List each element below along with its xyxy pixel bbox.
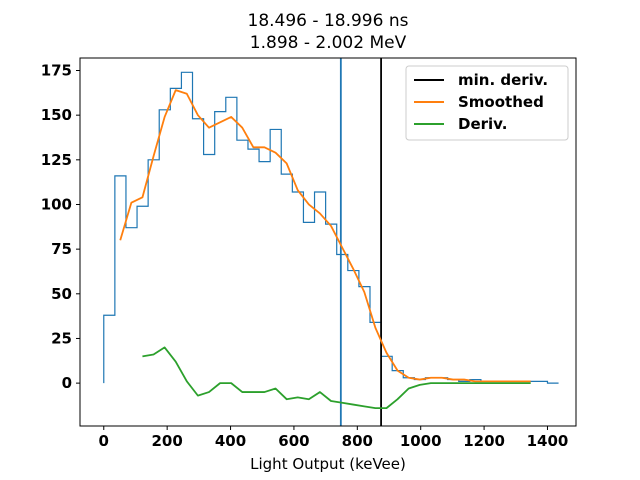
x-tick-label: 600 — [278, 432, 309, 450]
x-tick-label: 1400 — [527, 432, 569, 450]
legend-label-smoothed: Smoothed — [458, 93, 544, 111]
y-tick-label: 150 — [41, 106, 72, 124]
legend: min. deriv. Smoothed Deriv. — [405, 65, 569, 141]
y-axis: 0 25 50 75 100 125 150 175 — [41, 62, 80, 392]
series-deriv-line — [142, 346, 531, 410]
x-tick-label: 1000 — [400, 432, 442, 450]
legend-label-min-deriv: min. deriv. — [458, 71, 548, 89]
legend-box — [405, 65, 569, 141]
y-tick-label: 25 — [51, 329, 72, 347]
plot-area — [103, 58, 559, 426]
x-tick-label: 1200 — [463, 432, 505, 450]
legend-label-deriv: Deriv. — [458, 115, 507, 133]
x-axis: 0 200 400 600 800 1000 1200 1400 — [99, 426, 569, 450]
chart-title: 18.496 - 18.996 ns — [248, 11, 409, 31]
y-tick-label: 125 — [41, 151, 72, 169]
chart-subtitle: 1.898 - 2.002 MeV — [250, 33, 407, 53]
plot-frame — [79, 57, 577, 427]
x-axis-label: Light Output (keVee) — [250, 455, 406, 473]
x-tick-label: 0 — [99, 432, 109, 450]
y-tick-label: 75 — [51, 240, 72, 258]
y-tick-label: 50 — [51, 285, 72, 303]
y-tick-label: 0 — [62, 374, 72, 392]
x-tick-label: 200 — [152, 432, 183, 450]
x-tick-label: 400 — [215, 432, 246, 450]
series-smoothed-line — [119, 89, 531, 383]
y-tick-label: 175 — [41, 62, 72, 80]
x-tick-label: 800 — [342, 432, 373, 450]
y-tick-label: 100 — [41, 195, 72, 213]
